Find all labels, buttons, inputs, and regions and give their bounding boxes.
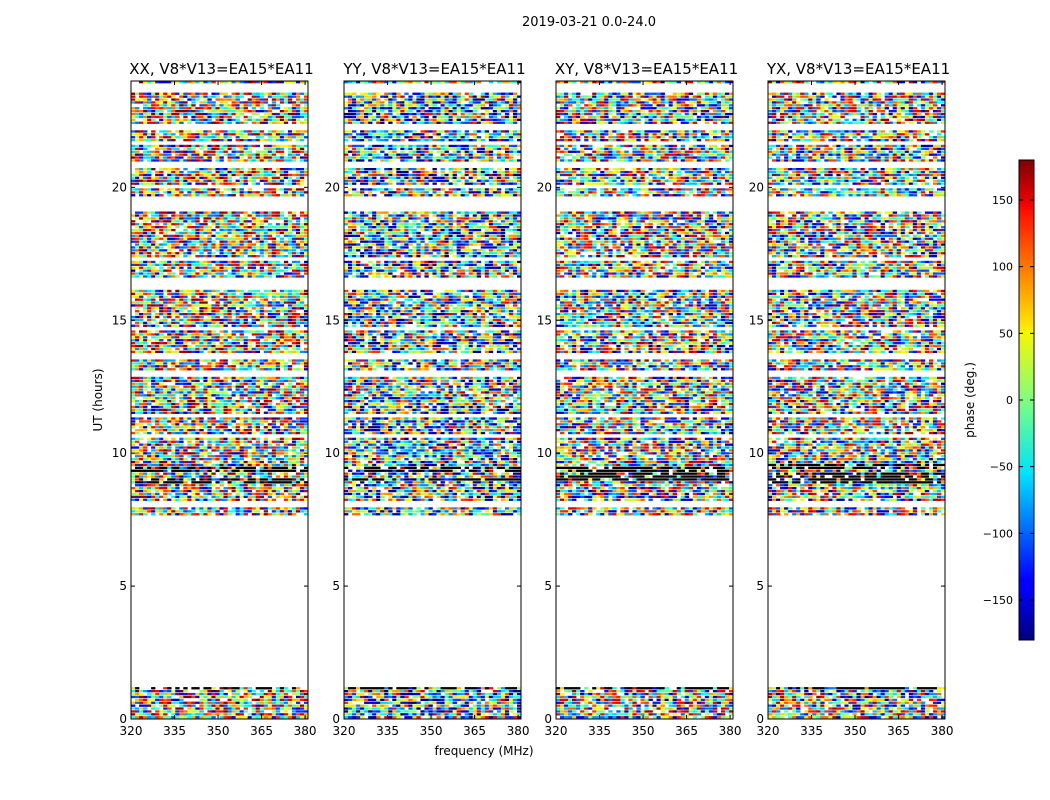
x-tick-label: 365 <box>675 724 698 738</box>
x-tick-label: 350 <box>632 724 655 738</box>
panel-title: YY, V8*V13=EA15*EA11 <box>342 60 525 78</box>
x-tick-label: 320 <box>757 724 780 738</box>
x-tick-label: 320 <box>120 724 143 738</box>
x-tick-label: 335 <box>376 724 399 738</box>
x-tick-label: 320 <box>545 724 568 738</box>
colorbar-label: phase (deg.) <box>963 362 977 438</box>
x-tick-label: 365 <box>463 724 486 738</box>
y-tick-label: 10 <box>749 446 764 460</box>
y-tick-label: 15 <box>325 313 340 327</box>
panel-heatmap <box>556 81 733 718</box>
y-tick-label: 20 <box>749 180 764 194</box>
x-tick-label: 335 <box>800 724 823 738</box>
y-tick-label: 20 <box>325 180 340 194</box>
x-axis-label: frequency (MHz) <box>434 744 533 758</box>
figure: 2019-03-21 0.0-24.0 XX, V8*V13=EA15*EA11… <box>0 0 1050 800</box>
panel-heatmap <box>768 81 945 718</box>
x-tick-label: 365 <box>887 724 910 738</box>
colorbar-tick-label: −50 <box>990 461 1013 474</box>
colorbar-tick-label: −100 <box>983 527 1013 540</box>
y-tick-label: 10 <box>537 446 552 460</box>
y-tick-label: 15 <box>537 313 552 327</box>
y-tick-label: 15 <box>749 313 764 327</box>
y-tick-label: 10 <box>325 446 340 460</box>
panel-title: XX, V8*V13=EA15*EA11 <box>129 60 313 78</box>
figure-canvas: 2019-03-21 0.0-24.0 XX, V8*V13=EA15*EA11… <box>0 0 1050 800</box>
y-tick-label: 5 <box>332 579 340 593</box>
x-tick-label: 350 <box>420 724 443 738</box>
colorbar-tick-label: 50 <box>999 327 1013 340</box>
x-tick-label: 320 <box>333 724 356 738</box>
colorbar-tick-label: 150 <box>992 194 1013 207</box>
y-tick-label: 5 <box>756 579 764 593</box>
colorbar-tick-label: −150 <box>983 594 1013 607</box>
panel-heatmap <box>131 81 308 718</box>
y-tick-label: 15 <box>112 313 127 327</box>
y-tick-label: 10 <box>112 446 127 460</box>
x-tick-label: 350 <box>844 724 867 738</box>
x-tick-label: 335 <box>163 724 186 738</box>
x-tick-label: 335 <box>588 724 611 738</box>
colorbar-tick-label: 0 <box>1006 394 1013 407</box>
y-tick-label: 5 <box>119 579 127 593</box>
panel-title: XY, V8*V13=EA15*EA11 <box>555 60 738 78</box>
y-tick-label: 20 <box>537 180 552 194</box>
x-tick-label: 350 <box>207 724 230 738</box>
panel-title: YX, V8*V13=EA15*EA11 <box>766 60 950 78</box>
x-tick-label: 380 <box>294 724 317 738</box>
y-tick-label: 5 <box>544 579 552 593</box>
x-tick-label: 380 <box>931 724 954 738</box>
x-tick-label: 365 <box>250 724 273 738</box>
suptitle: 2019-03-21 0.0-24.0 <box>522 15 656 30</box>
colorbar: 150 100 50 0 −50 −100 −150 phase (deg.) <box>963 160 1034 640</box>
panel-heatmap <box>344 81 521 718</box>
x-tick-label: 380 <box>507 724 530 738</box>
y-axis-label: UT (hours) <box>91 368 105 431</box>
x-tick-label: 380 <box>719 724 742 738</box>
y-tick-label: 20 <box>112 180 127 194</box>
colorbar-tick-label: 100 <box>992 261 1013 274</box>
